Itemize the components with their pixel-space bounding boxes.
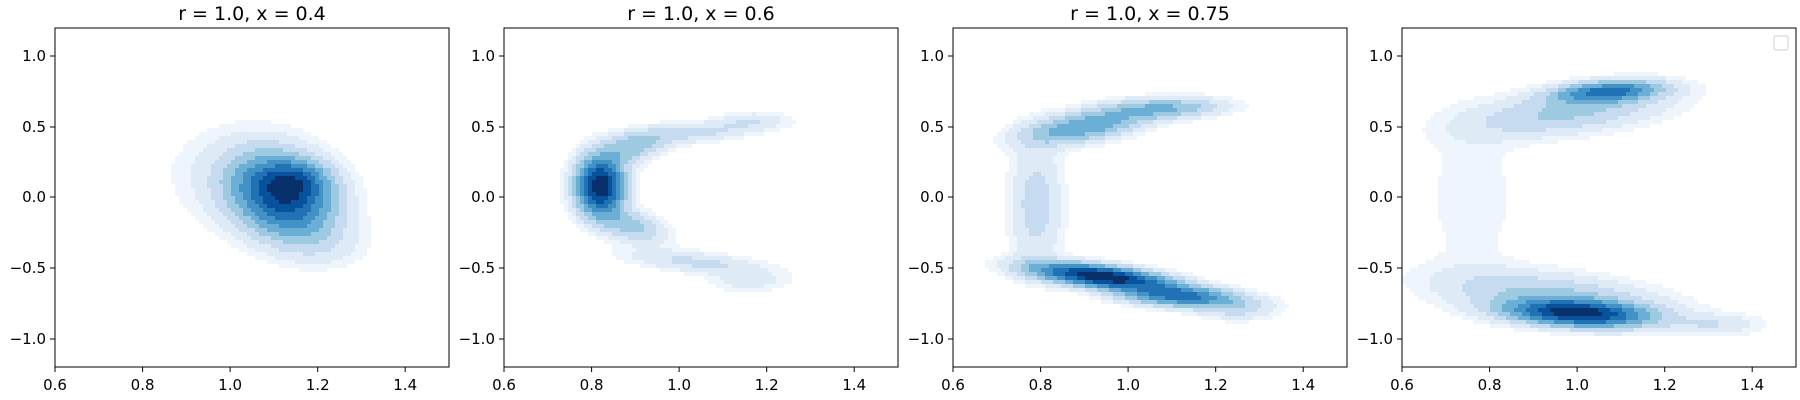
- density-contours: [985, 92, 1289, 324]
- x-tick-label: 1.4: [393, 376, 417, 394]
- x-tick-label: 0.6: [492, 376, 516, 394]
- x-tick-label: 1.2: [306, 376, 330, 394]
- y-tick-label: 0.0: [471, 188, 495, 206]
- subplot-title: r = 1.0, x = 0.6: [627, 3, 775, 25]
- x-tick-label: 1.0: [667, 376, 691, 394]
- y-tick-label: −0.5: [10, 259, 46, 277]
- subplot-4: 0.6 0.8 1.0 1.2 1.4 1.0 0.5 0.0 −0.5 −1.…: [1357, 27, 1797, 394]
- subplot-3: r = 1.0, x = 0.75 0.6 0.8 1.0 1.2 1.4 1.…: [908, 3, 1348, 394]
- x-tick-label: 1.4: [1291, 376, 1315, 394]
- density-level-5: [1502, 84, 1654, 328]
- y-tick-label: 0.0: [1369, 188, 1393, 206]
- y-tick-label: −1.0: [1357, 330, 1393, 348]
- y-tick-label: −1.0: [10, 330, 46, 348]
- y-tick-label: −0.5: [1357, 259, 1393, 277]
- density-contours: [560, 112, 796, 292]
- x-tick-label: 0.6: [43, 376, 67, 394]
- subplot-title: r = 1.0, x = 0.4: [178, 3, 326, 25]
- y-tick-label: 0.5: [22, 118, 46, 136]
- density-level-9: [1550, 308, 1602, 316]
- x-tick-label: 1.2: [755, 376, 779, 394]
- x-tick-label: 1.0: [1116, 376, 1140, 394]
- density-level-6: [1514, 84, 1642, 324]
- y-tick-label: 0.0: [22, 188, 46, 206]
- y-tick-label: −1.0: [459, 330, 495, 348]
- x-tick-label: 0.8: [1029, 376, 1053, 394]
- y-tick-label: 0.5: [920, 118, 944, 136]
- y-tick-label: 1.0: [1369, 47, 1393, 65]
- x-tick-label: 1.2: [1653, 376, 1677, 394]
- subplot-title: r = 1.0, x = 0.75: [1070, 3, 1230, 25]
- x-tick-label: 1.4: [1740, 376, 1764, 394]
- axis-ticks: 0.6 0.8 1.0 1.2 1.4 1.0 0.5 0.0 −0.5 −1.…: [459, 47, 867, 394]
- density-level-9: [1077, 272, 1129, 284]
- x-tick-label: 1.4: [842, 376, 866, 394]
- density-contours: [1402, 72, 1766, 336]
- subplot-2: r = 1.0, x = 0.6 0.6 0.8 1.0 1.2 1.4 1.0…: [459, 3, 899, 394]
- density-contours: [171, 120, 371, 272]
- axis-ticks: 0.6 0.8 1.0 1.2 1.4 1.0 0.5 0.0 −0.5 −1.…: [1357, 47, 1765, 394]
- x-tick-label: 0.6: [1390, 376, 1414, 394]
- axis-ticks: 0.6 0.8 1.0 1.2 1.4 1.0 0.5 0.0 −0.5 −1.…: [908, 47, 1316, 394]
- subplot-1: r = 1.0, x = 0.4 0.6 0.8 1.0 1.2 1.4 1.0…: [10, 3, 450, 394]
- y-tick-label: 1.0: [471, 47, 495, 65]
- axis-ticks: 0.6 0.8 1.0 1.2 1.4 1.0 0.5 0.0 −0.5 −1.…: [10, 47, 418, 394]
- y-tick-label: 0.5: [1369, 118, 1393, 136]
- x-tick-label: 0.8: [131, 376, 155, 394]
- density-level-3: [1462, 80, 1718, 332]
- legend-box: [1773, 35, 1789, 51]
- y-tick-label: 1.0: [22, 47, 46, 65]
- y-tick-label: −0.5: [908, 259, 944, 277]
- x-tick-label: 1.2: [1204, 376, 1228, 394]
- x-tick-label: 1.0: [218, 376, 242, 394]
- y-tick-label: −1.0: [908, 330, 944, 348]
- density-level-9: [267, 176, 303, 204]
- x-tick-label: 1.0: [1565, 376, 1589, 394]
- y-tick-label: 0.0: [920, 188, 944, 206]
- x-tick-label: 0.8: [1478, 376, 1502, 394]
- y-tick-label: 0.5: [471, 118, 495, 136]
- y-tick-label: 1.0: [920, 47, 944, 65]
- density-level-9: [592, 176, 608, 196]
- density-level-2: [1430, 76, 1750, 336]
- x-tick-label: 0.8: [580, 376, 604, 394]
- x-tick-label: 0.6: [941, 376, 965, 394]
- y-tick-label: −0.5: [459, 259, 495, 277]
